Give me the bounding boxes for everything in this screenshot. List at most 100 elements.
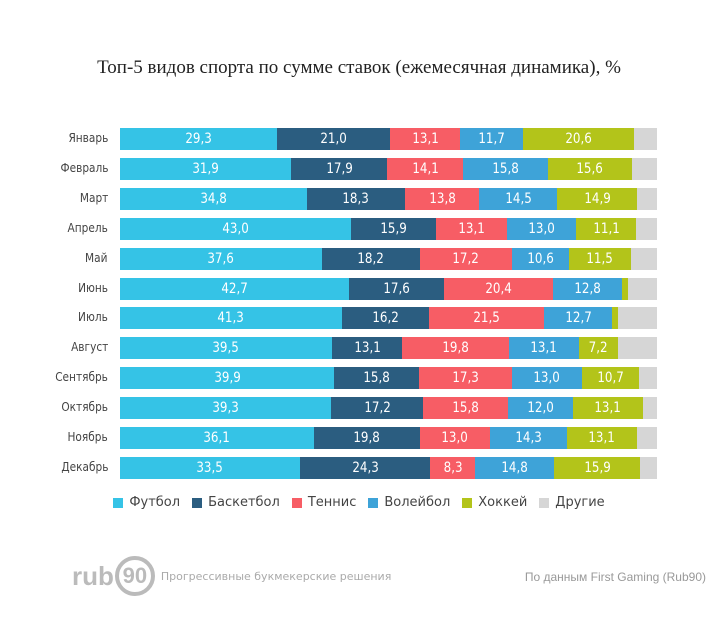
data-label: 14,3 — [515, 430, 542, 446]
category-label: Сентябрь — [55, 370, 108, 385]
bar-segment: 19,8 — [402, 337, 509, 360]
data-label: 14,9 — [583, 190, 611, 207]
legend-label: Футбол — [129, 495, 181, 510]
bar-segment: 12,7 — [544, 307, 613, 330]
bar-segment: 13,1 — [390, 128, 461, 150]
category-label: Май — [85, 250, 108, 265]
bar-segment: 13,1 — [508, 337, 580, 360]
data-label: 36,1 — [203, 430, 231, 446]
legend-item: Хоккей — [462, 495, 527, 510]
bar-segment: 36,1 — [120, 427, 314, 449]
bar-segment: 13,1 — [566, 427, 638, 449]
bar-segment: 21,0 — [277, 128, 391, 150]
bar-segment — [633, 128, 657, 150]
data-label: 16,2 — [372, 310, 399, 327]
data-label: 17,2 — [452, 250, 480, 267]
bar-segment: 33,5 — [120, 456, 300, 479]
bar-segment: 17,6 — [349, 277, 444, 300]
data-label: 13,8 — [428, 190, 456, 207]
data-label: 17,6 — [383, 280, 410, 297]
bar-segment: 31,9 — [120, 157, 292, 180]
legend-swatch — [291, 497, 302, 508]
legend-label: Теннис — [307, 495, 357, 510]
legend-label: Хоккей — [478, 495, 528, 510]
data-label: 11,5 — [586, 250, 614, 267]
data-label: 12,8 — [574, 280, 601, 297]
bar-segment: 8,3 — [430, 456, 475, 479]
bar-segment — [639, 456, 657, 479]
data-label: 15,9 — [583, 459, 611, 476]
bar-segment: 17,9 — [291, 157, 388, 180]
data-label: 41,3 — [217, 310, 245, 327]
stacked-bar: 42,7 17,6 20,4 12,8 — [120, 277, 657, 300]
bar-segment: 11,1 — [576, 217, 637, 240]
bar-segment: 41,3 — [120, 307, 342, 330]
bar-segment — [617, 307, 657, 330]
data-label: 13,1 — [354, 340, 381, 357]
bar-segment: 11,7 — [460, 128, 524, 150]
data-label: 15,8 — [492, 160, 519, 177]
data-label: 42,7 — [221, 280, 248, 297]
bar-row: Апрель 43,0 15,9 13,1 13,0 11,1 — [0, 217, 718, 240]
bar-segment: 29,3 — [120, 128, 278, 150]
bar-segment: 37,6 — [120, 247, 322, 270]
data-label: 10,7 — [597, 370, 624, 387]
bar-segment: 13,0 — [420, 427, 490, 449]
stacked-bar: 39,5 13,1 19,8 13,1 7,2 — [120, 337, 657, 360]
bar-segment: 19,8 — [313, 427, 421, 449]
bar-segment: 16,2 — [341, 307, 429, 330]
category-label: Октябрь — [61, 400, 108, 415]
data-label: 13,1 — [412, 131, 439, 147]
bar-segment — [636, 217, 657, 240]
data-label: 18,3 — [342, 190, 370, 207]
bar-segment: 18,3 — [306, 187, 406, 210]
bar-row: Март 34,8 18,3 13,8 14,5 14,9 — [0, 187, 718, 210]
legend-item: Футбол — [113, 495, 180, 510]
bar-segment — [627, 277, 657, 300]
data-label: 14,1 — [412, 160, 439, 177]
stacked-bar: 36,1 19,8 13,0 14,3 13,1 — [120, 427, 657, 449]
data-label: 13,1 — [588, 430, 616, 446]
data-label: 17,2 — [363, 400, 391, 417]
data-label: 13,1 — [458, 220, 485, 237]
data-label: 39,3 — [212, 400, 239, 417]
category-label: Июль — [78, 310, 108, 325]
data-label: 15,8 — [452, 400, 480, 417]
data-label: 19,8 — [353, 430, 381, 446]
data-label: 20,6 — [565, 131, 592, 147]
bar-segment: 15,8 — [334, 367, 420, 390]
data-label: 39,5 — [212, 340, 240, 357]
bar-segment: 14,1 — [387, 157, 464, 180]
stacked-bar: 41,3 16,2 21,5 12,7 — [120, 307, 657, 330]
bar-segment — [637, 427, 657, 449]
data-label: 21,5 — [473, 310, 500, 327]
bar-segment: 17,3 — [419, 367, 512, 390]
bar-row: Июнь 42,7 17,6 20,4 12,8 — [0, 277, 718, 300]
bar-row: Сентябрь 39,9 15,8 17,3 13,0 10,7 — [0, 367, 718, 390]
bar-row: Февраль 31,9 17,9 14,1 15,8 15,6 — [0, 157, 718, 180]
legend-label: Другие — [555, 495, 605, 510]
bar-segment: 15,8 — [423, 397, 509, 420]
data-label: 7,2 — [588, 340, 608, 357]
legend-swatch — [462, 497, 473, 508]
bar-row: Июль 41,3 16,2 21,5 12,7 — [0, 307, 718, 330]
data-label: 17,3 — [452, 370, 479, 387]
data-label: 13,1 — [594, 400, 622, 417]
data-label: 20,4 — [485, 280, 512, 297]
bar-segment: 17,2 — [331, 397, 424, 420]
rub90-logo: rub 90 — [72, 556, 155, 596]
stacked-bar: 39,9 15,8 17,3 13,0 10,7 — [120, 367, 657, 390]
bar-segment: 43,0 — [120, 217, 351, 240]
bar-segment: 15,9 — [350, 217, 437, 240]
bar-segment: 34,8 — [120, 187, 307, 210]
bar-segment — [631, 157, 657, 180]
category-label: Ноябрь — [67, 430, 108, 444]
category-label: Июнь — [78, 280, 108, 295]
bar-segment: 18,2 — [321, 247, 420, 270]
bar-segment: 14,5 — [479, 187, 558, 210]
bar-segment: 24,3 — [299, 456, 431, 479]
data-label: 15,8 — [363, 370, 390, 387]
bar-segment: 15,6 — [547, 157, 632, 180]
chart-title: Топ-5 видов спорта по сумме ставок (ежем… — [97, 57, 621, 78]
bar-segment: 12,0 — [508, 397, 573, 420]
